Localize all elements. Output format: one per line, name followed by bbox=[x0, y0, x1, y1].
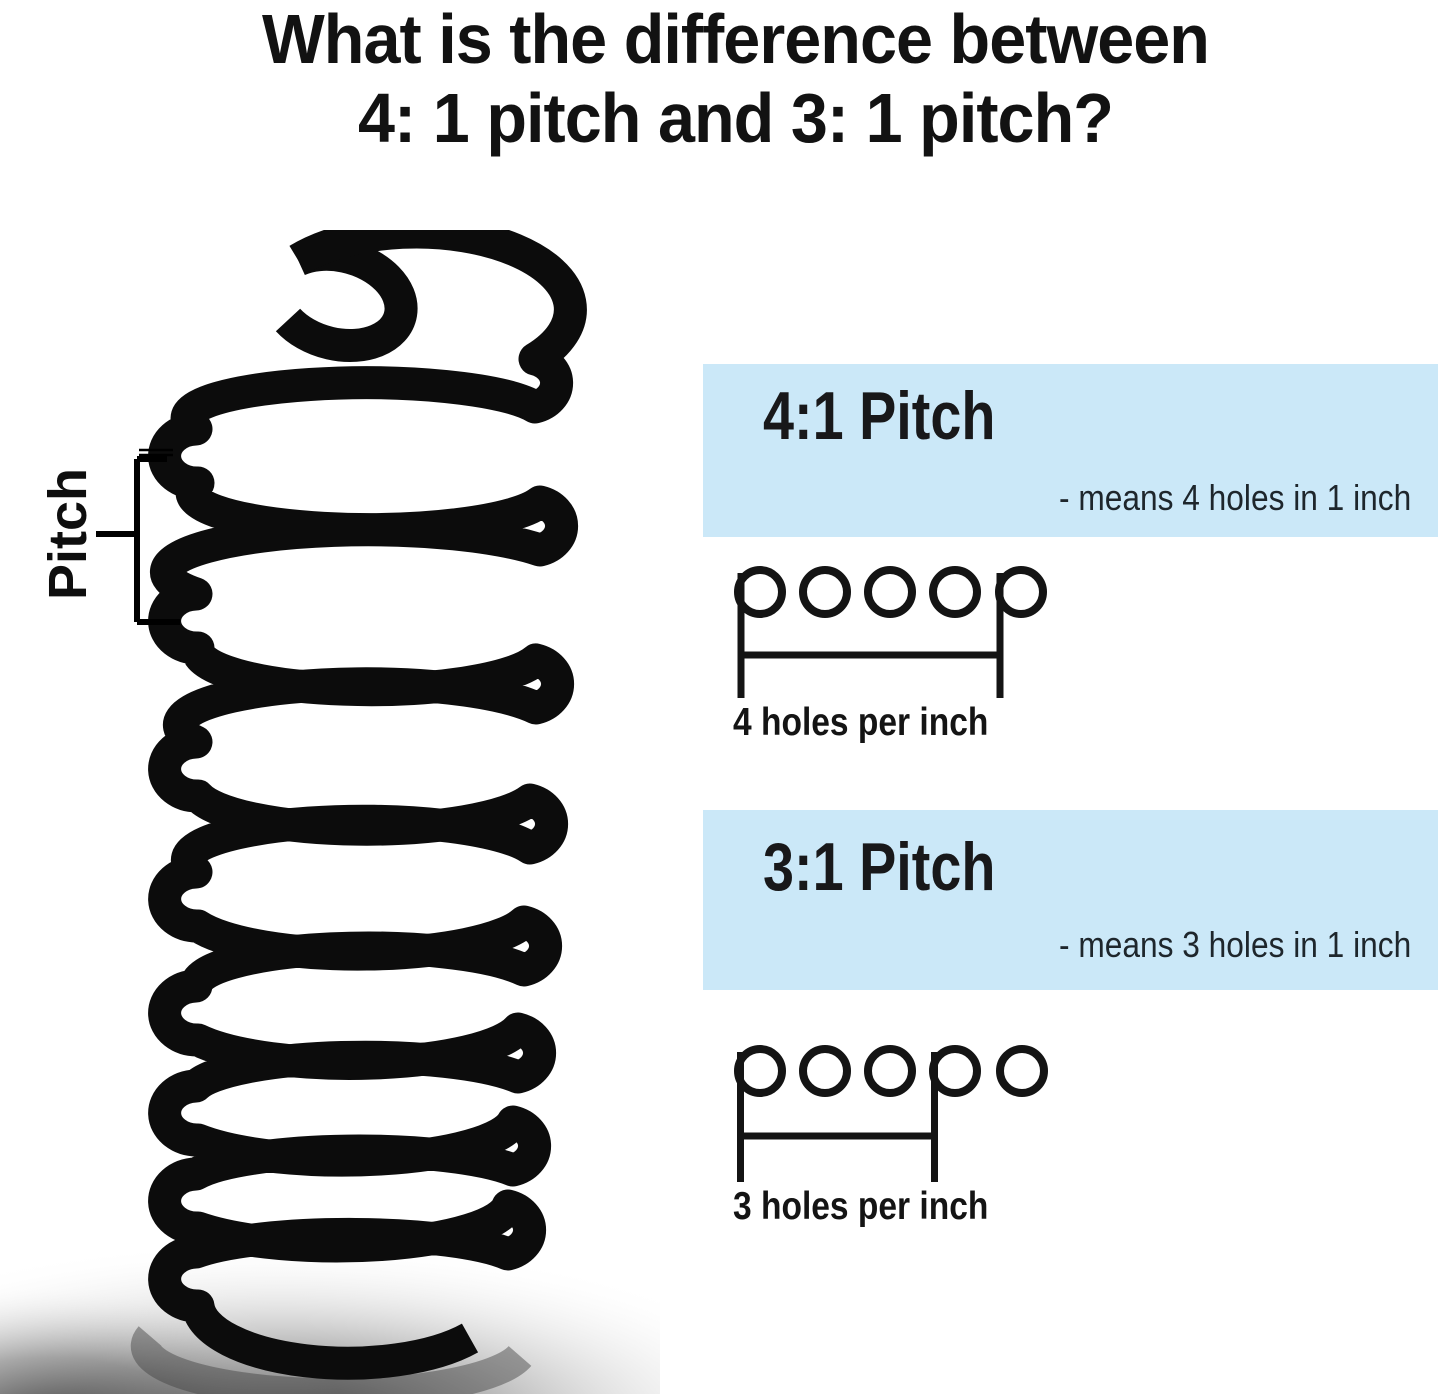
page-title-line2: 4: 1 pitch and 3: 1 pitch? bbox=[358, 79, 1114, 157]
caption-3-1: 3 holes per inch bbox=[733, 1185, 989, 1228]
hole-circle bbox=[995, 566, 1047, 618]
pitch-label: Pitch bbox=[38, 467, 98, 601]
inch-bracket-3-1 bbox=[737, 1052, 938, 1182]
spiral-coil-graphic bbox=[0, 230, 660, 1394]
pitch-bracket bbox=[96, 448, 180, 625]
highlight-box-4-1: 4:1 Pitch - means 4 holes in 1 inch bbox=[703, 364, 1438, 537]
coil-reflection bbox=[130, 1326, 532, 1394]
hole-circle bbox=[864, 1045, 916, 1097]
hole-circle bbox=[799, 566, 851, 618]
holes-diagram-3-1 bbox=[734, 1045, 1048, 1182]
page-title-line1: What is the difference between bbox=[261, 0, 1210, 78]
caption-4-1: 4 holes per inch bbox=[733, 701, 989, 744]
hole-circle bbox=[864, 566, 916, 618]
coil-helix bbox=[148, 230, 587, 1380]
hole-circle bbox=[734, 1045, 786, 1097]
heading-4-1: 4:1 Pitch bbox=[763, 378, 996, 454]
subtitle-4-1: - means 4 holes in 1 inch bbox=[1058, 477, 1411, 518]
hole-circle bbox=[929, 1045, 981, 1097]
inch-bracket-4-1 bbox=[737, 573, 1004, 698]
hole-circle bbox=[799, 1045, 851, 1097]
holes-diagram-4-1 bbox=[734, 566, 1047, 698]
hole-circle bbox=[734, 566, 786, 618]
highlight-box-3-1: 3:1 Pitch - means 3 holes in 1 inch bbox=[703, 810, 1438, 990]
subtitle-3-1: - means 3 holes in 1 inch bbox=[1058, 924, 1411, 965]
page-title: What is the difference between 4: 1 pitc… bbox=[49, 0, 1422, 158]
hole-circle bbox=[929, 566, 981, 618]
pitch-hatch-marks bbox=[139, 448, 173, 457]
heading-3-1: 3:1 Pitch bbox=[763, 829, 996, 905]
hole-circle bbox=[996, 1045, 1048, 1097]
